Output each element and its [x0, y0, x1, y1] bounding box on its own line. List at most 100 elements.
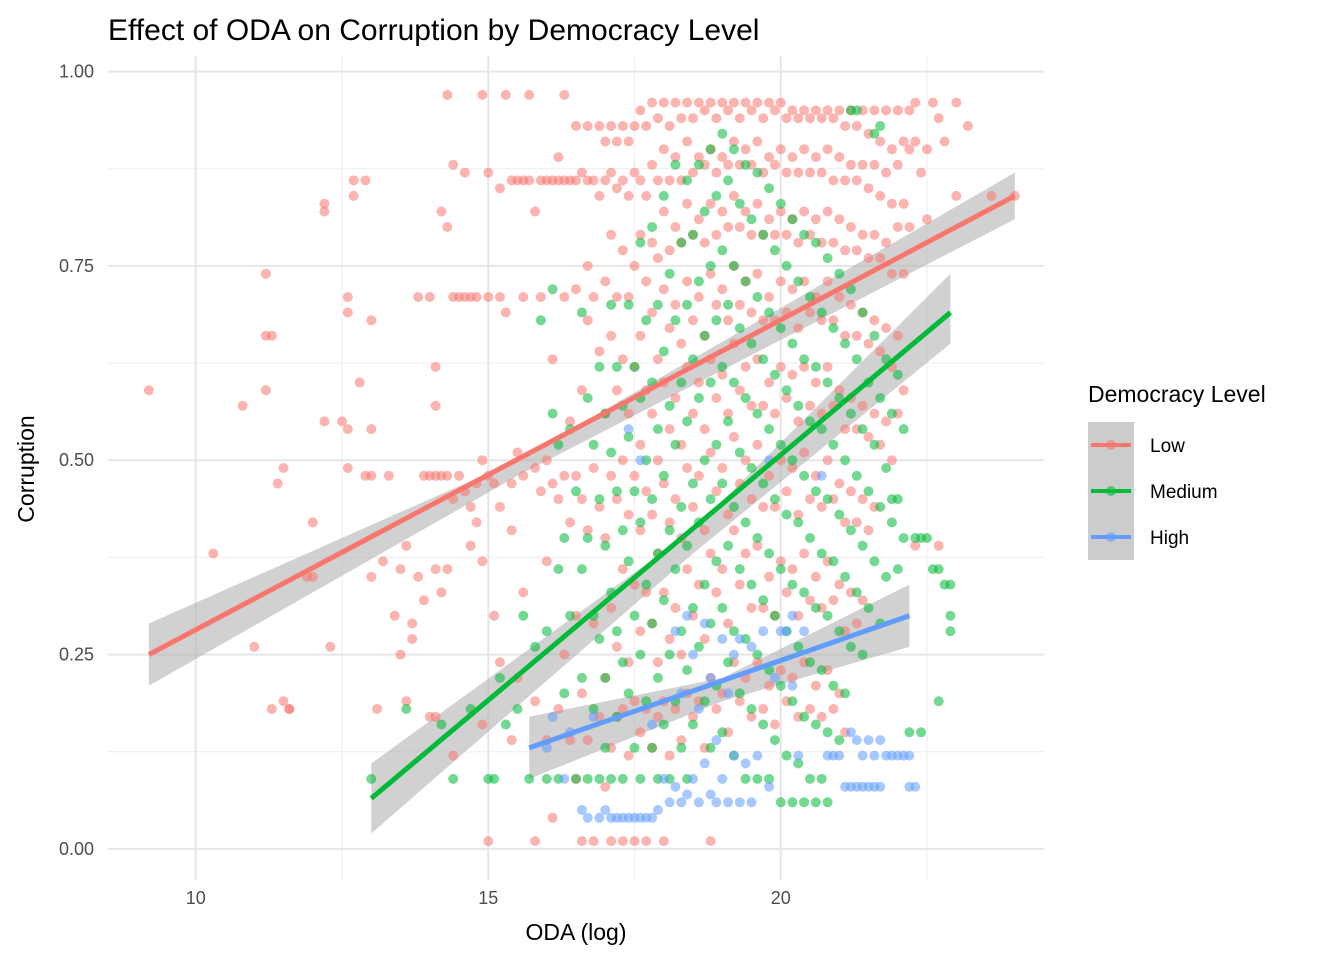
point-medium [705, 144, 716, 155]
x-tick-label: 10 [186, 888, 206, 908]
point-low [272, 478, 283, 489]
point-low [881, 105, 892, 116]
point-low [559, 292, 570, 302]
legend-title: Democracy Level [1088, 381, 1266, 407]
point-low [664, 245, 675, 256]
point-high [547, 711, 558, 722]
point-low [635, 175, 646, 186]
point-low [799, 206, 810, 217]
point-medium [810, 237, 821, 248]
point-medium [787, 579, 798, 590]
point-low [851, 618, 862, 629]
point-low [869, 408, 880, 419]
x-axis-title: ODA (log) [526, 919, 627, 945]
point-low [471, 292, 482, 302]
point-medium [723, 540, 734, 551]
point-low [881, 416, 892, 427]
point-medium [512, 704, 523, 714]
point-medium [541, 773, 552, 784]
point-low [758, 315, 769, 326]
point-low [886, 198, 897, 209]
point-medium [688, 229, 698, 240]
point-medium [623, 299, 634, 310]
point-low [611, 385, 622, 396]
point-low [693, 292, 704, 302]
point-low [559, 470, 570, 481]
point-medium [670, 564, 681, 575]
point-medium [688, 354, 698, 365]
point-medium [699, 330, 710, 341]
point-low [904, 222, 915, 232]
point-low [787, 105, 798, 116]
point-medium [746, 579, 757, 590]
point-low [565, 735, 576, 746]
point-low [559, 649, 570, 660]
point-medium [682, 665, 693, 676]
point-low [641, 190, 652, 201]
legend-label: Low [1150, 436, 1185, 457]
point-low [266, 704, 277, 714]
point-low [530, 836, 541, 847]
point-medium [810, 361, 821, 372]
legend-label: Medium [1150, 482, 1218, 503]
point-low [840, 517, 851, 528]
point-medium [670, 159, 681, 170]
point-low [576, 167, 587, 178]
point-low [670, 393, 681, 403]
point-medium [922, 533, 932, 543]
legend-items: Low Medium High [1088, 422, 1218, 560]
point-low [775, 97, 786, 108]
point-low [506, 478, 517, 489]
point-low [401, 540, 412, 551]
point-medium [793, 758, 804, 769]
point-medium [822, 253, 833, 264]
point-high [652, 805, 663, 815]
point-low [752, 97, 763, 108]
point-medium [728, 626, 739, 637]
point-low [576, 385, 587, 396]
point-low [348, 175, 359, 186]
point-low [892, 159, 903, 170]
point-medium [658, 190, 669, 201]
point-high [623, 424, 634, 435]
point-medium [717, 361, 728, 372]
point-low [600, 781, 611, 792]
point-low [851, 517, 862, 528]
point-medium [658, 719, 669, 730]
point-low [512, 447, 523, 458]
y-tick-label: 1.00 [59, 62, 94, 82]
point-medium [565, 610, 576, 621]
point-low [442, 89, 453, 100]
point-low [705, 268, 716, 279]
point-low [787, 463, 798, 473]
point-low [395, 649, 406, 660]
point-medium [658, 470, 669, 481]
point-low [746, 307, 757, 318]
point-low [717, 564, 728, 575]
point-medium [734, 198, 745, 209]
point-high [787, 680, 798, 691]
point-low [524, 89, 535, 100]
point-low [688, 501, 698, 512]
point-medium [810, 719, 821, 730]
point-low [682, 198, 693, 209]
point-low [717, 463, 728, 473]
point-medium [845, 525, 856, 536]
point-low [600, 136, 611, 147]
point-low [658, 284, 669, 295]
point-medium [740, 517, 751, 528]
legend: Democracy Level Low Medium High [1088, 381, 1266, 560]
point-medium [641, 315, 652, 326]
point-medium [881, 571, 892, 582]
points-layer [143, 89, 1020, 847]
point-low [500, 89, 511, 100]
point-low [459, 167, 470, 178]
y-tick-label: 0.00 [59, 839, 94, 859]
fit-layer [147, 193, 1016, 801]
point-high [717, 634, 728, 644]
point-low [617, 704, 628, 714]
point-low [377, 556, 388, 567]
point-low [875, 136, 886, 147]
point-medium [781, 260, 792, 271]
